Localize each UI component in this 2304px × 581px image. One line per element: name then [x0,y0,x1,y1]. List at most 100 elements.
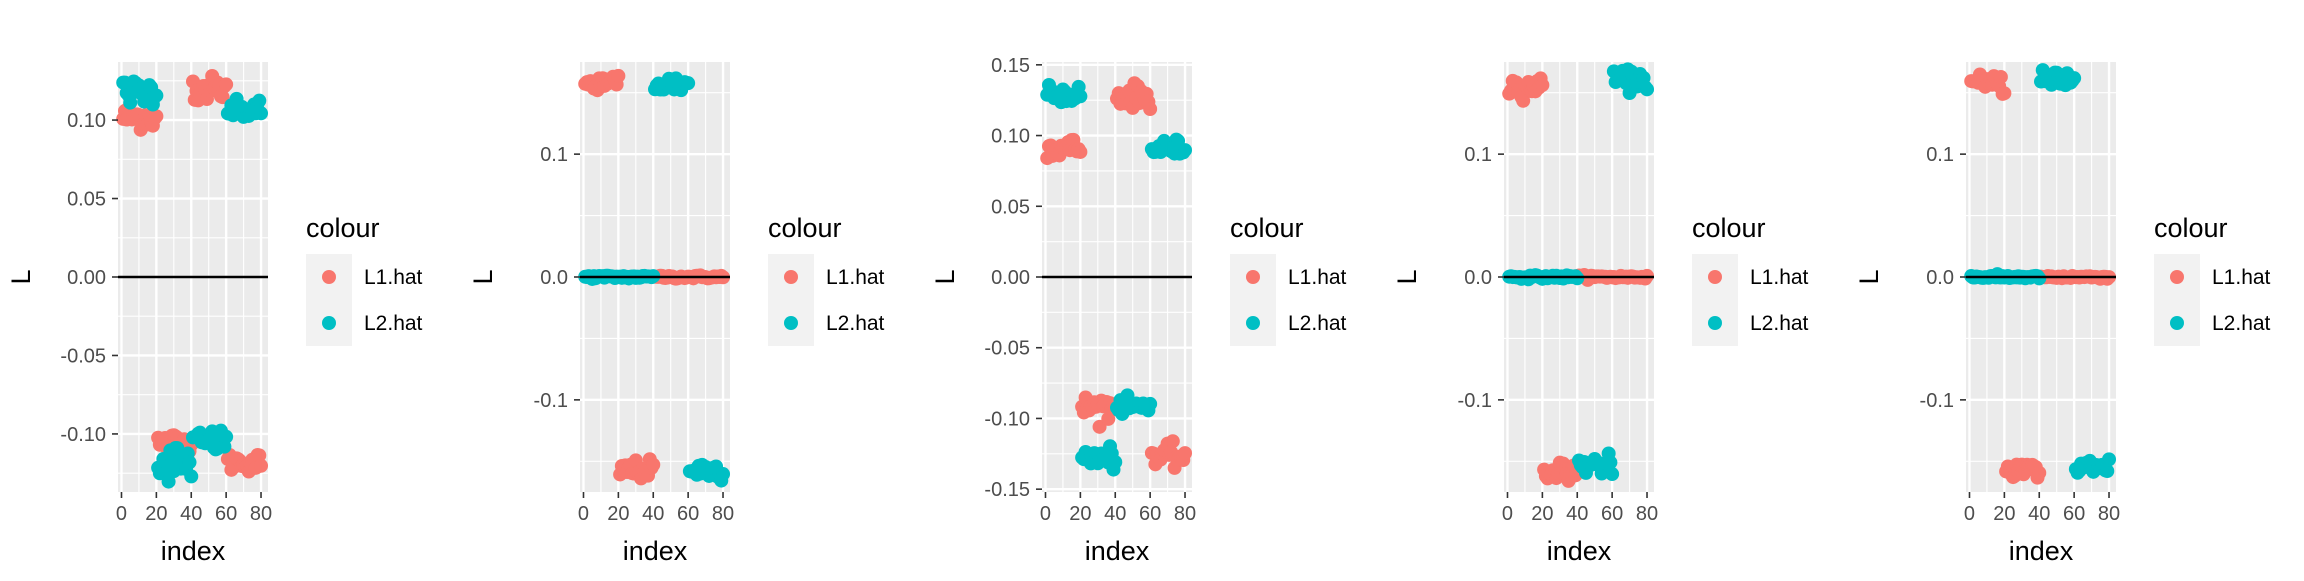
y-axis-title: L [930,269,960,284]
y-axis-title: L [1392,269,1422,284]
x-tick-label: 60 [2063,503,2085,525]
x-tick-label: 0 [116,503,127,525]
x-tick-label: 40 [1104,503,1126,525]
y-tick-label: -0.1 [1920,390,1954,412]
x-tick-label: 0 [1964,503,1975,525]
y-axis-title: L [468,269,498,284]
data-point-L2-hat [1640,82,1655,97]
legend-key-L1-hat [784,270,798,284]
legend-title: colour [768,213,842,243]
x-axis-title: index [161,536,226,566]
x-tick-label: 0 [578,503,589,525]
y-axis-title: L [6,269,36,284]
data-point-L2-hat [149,88,164,103]
legend-title: colour [2154,213,2228,243]
data-point-L1-hat [611,68,626,83]
data-point-L1-hat [149,109,164,124]
data-point-L2-hat [254,106,269,121]
y-tick-label: 0.10 [991,126,1030,148]
data-point-L1-hat [219,77,234,92]
data-point-L2-hat [1108,455,1123,470]
data-point-L2-hat [219,429,234,444]
legend-key-L2-hat [2170,316,2184,330]
data-point-L2-hat [161,474,176,489]
legend-title: colour [1230,213,1304,243]
y-tick-label: 0.0 [1464,267,1492,289]
x-tick-label: 20 [1069,503,1091,525]
y-tick-label: 0.0 [540,267,568,289]
y-tick-label: 0.05 [991,196,1030,218]
legend-key-L1-hat [1708,270,1722,284]
legend-label: L1.hat [364,266,423,289]
data-point-L2-hat [1603,455,1618,470]
x-axis-title: index [1085,536,1150,566]
data-point-L1-hat [1516,93,1531,108]
x-tick-label: 0 [1502,503,1513,525]
data-point-L2-hat [1178,143,1193,158]
legend-key-L2-hat [1246,316,1260,330]
x-axis-title: index [623,536,688,566]
data-point-L2-hat [182,455,197,470]
data-point-L2-hat [252,93,267,108]
x-tick-label: 40 [2028,503,2050,525]
x-tick-label: 80 [712,503,734,525]
y-tick-label: -0.05 [60,345,106,367]
data-point-L2-hat [2032,271,2047,286]
x-tick-label: 60 [677,503,699,525]
data-point-L2-hat [1570,271,1585,286]
x-tick-label: 20 [607,503,629,525]
x-tick-label: 20 [1531,503,1553,525]
y-tick-label: 0.1 [540,144,568,166]
data-point-L2-hat [2067,71,2082,86]
legend-label: L2.hat [2212,312,2271,335]
x-tick-label: 40 [180,503,202,525]
legend-label: L1.hat [1750,266,1809,289]
data-point-L1-hat [1073,144,1088,159]
x-tick-label: 40 [642,503,664,525]
x-tick-label: 80 [1636,503,1658,525]
y-axis-title: L [1854,269,1884,284]
data-point-L1-hat [1165,434,1180,449]
legend-key-L1-hat [2170,270,2184,284]
data-point-L1-hat [254,458,269,473]
chart-panel-1: -0.10 -0.05 0.00 0.05 0.10 0 20 40 60 80 index Lcol… [6,62,423,566]
x-tick-label: 80 [1174,503,1196,525]
y-tick-label: 0.10 [67,110,106,132]
y-tick-label: -0.10 [984,408,1030,430]
data-point-L2-hat [1605,467,1620,482]
data-point-L2-hat [2102,452,2117,467]
y-tick-label: -0.1 [534,390,568,412]
x-tick-label: 60 [1601,503,1623,525]
legend-label: L2.hat [1288,312,1347,335]
data-point-L1-hat [2032,465,2047,480]
x-axis-title: index [1547,536,1612,566]
y-tick-label: -0.15 [984,479,1030,501]
y-tick-label: -0.05 [984,338,1030,360]
x-tick-label: 40 [1566,503,1588,525]
legend-key-L2-hat [1708,316,1722,330]
data-point-L1-hat [1143,102,1158,116]
data-point-L1-hat [1178,446,1193,461]
x-axis-title: index [2009,536,2074,566]
x-tick-label: 80 [250,503,272,525]
legend-title: colour [306,213,380,243]
y-tick-label: 0.00 [67,267,106,289]
y-tick-label: 0.1 [1464,144,1492,166]
legend-label: L1.hat [1288,266,1347,289]
legend-title: colour [1692,213,1766,243]
data-point-L2-hat [2100,464,2115,479]
legend-label: L1.hat [2212,266,2271,289]
y-tick-label: 0.05 [67,189,106,211]
x-tick-label: 20 [1993,503,2015,525]
data-point-L1-hat [1993,69,2008,84]
data-point-L2-hat [1073,89,1088,104]
x-tick-label: 60 [215,503,237,525]
data-point-L1-hat [1535,78,1550,93]
legend-label: L2.hat [364,312,423,335]
legend-label: L1.hat [826,266,885,289]
data-point-L1-hat [215,90,230,105]
legend-key-L2-hat [784,316,798,330]
